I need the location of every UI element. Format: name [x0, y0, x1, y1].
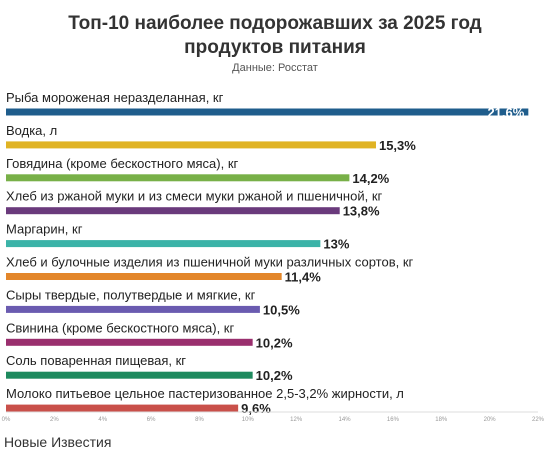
x-tick-label: 4% — [98, 417, 107, 423]
category-label: Говядина (кроме бескостного мяса), кг — [6, 156, 239, 171]
category-label: Соль поваренная пищевая, кг — [6, 353, 186, 368]
category-label: Хлеб и булочные изделия из пшеничной мук… — [6, 255, 414, 270]
value-label: 11,4% — [285, 270, 322, 285]
source-footer: Новые Известия — [4, 434, 112, 450]
x-tick-label: 0% — [2, 417, 11, 423]
bar — [6, 108, 529, 116]
bar — [6, 207, 340, 215]
bar — [6, 174, 350, 182]
value-label: 13,8% — [343, 204, 380, 219]
chart-title: Топ-10 наиболее подорожавших за 2025 год… — [0, 12, 550, 60]
value-label: 13% — [323, 237, 349, 252]
category-label: Водка, л — [6, 123, 57, 138]
bar — [6, 273, 282, 280]
x-tick-label: 8% — [195, 417, 204, 423]
bar — [6, 371, 253, 379]
bar — [6, 338, 253, 346]
x-tick-label: 22% — [532, 417, 545, 423]
category-label: Свинина (кроме бескостного мяса), кг — [6, 320, 234, 335]
bar — [6, 305, 260, 313]
category-label: Сыры твердые, полутвердые и мягкие, кг — [6, 287, 256, 302]
category-label: Маргарин, кг — [6, 222, 83, 237]
x-tick-label: 2% — [50, 417, 59, 423]
x-tick-label: 12% — [290, 417, 303, 423]
x-tick-label: 20% — [484, 417, 497, 423]
x-tick-label: 6% — [147, 417, 156, 423]
bar — [6, 404, 239, 412]
chart-title-line2: продуктов питания — [184, 37, 366, 58]
category-label: Рыба мороженая неразделанная, кг — [6, 90, 224, 105]
chart-title-line1: Топ-10 наиболее подорожавших за 2025 год — [68, 13, 482, 34]
x-tick-label: 14% — [339, 417, 352, 423]
category-label: Хлеб из ржаной муки и из смеси муки ржан… — [6, 189, 383, 204]
category-label: Молоко питьевое цельное пастеризованное … — [6, 386, 404, 401]
value-label: 21,6% — [487, 105, 524, 120]
value-label: 14,2% — [352, 171, 389, 186]
chart-subtitle: Данные: Росстат — [232, 62, 318, 74]
bar — [6, 141, 376, 149]
value-label: 15,3% — [379, 138, 416, 153]
value-label: 10,5% — [263, 302, 300, 317]
x-tick-label: 10% — [242, 417, 255, 423]
bar-chart: Рыба мороженая неразделанная, кг 21,6% Вод… — [2, 90, 545, 423]
bar — [6, 240, 321, 248]
value-label: 10,2% — [256, 368, 293, 383]
x-tick-label: 16% — [387, 417, 400, 423]
value-label: 9,6% — [241, 401, 271, 416]
value-label: 10,2% — [256, 335, 293, 350]
x-tick-label: 18% — [435, 417, 448, 423]
